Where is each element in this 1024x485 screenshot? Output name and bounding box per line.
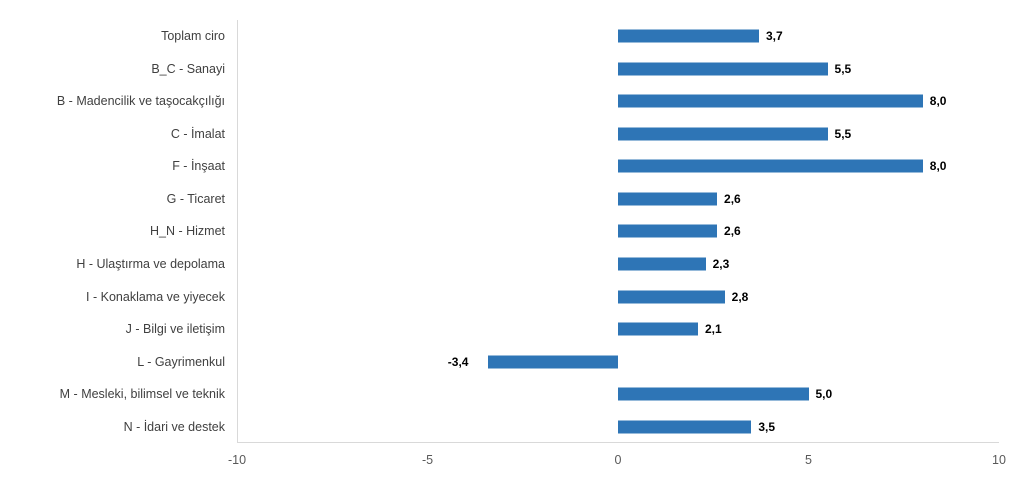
- value-label: 2,3: [712, 257, 730, 272]
- category-label: I - Konaklama ve yiyecek: [86, 289, 225, 304]
- x-tick-label: -10: [227, 453, 247, 467]
- chart-row: N - İdari ve destek 3,5: [0, 410, 1024, 443]
- bar: [618, 224, 718, 238]
- bar: [488, 355, 618, 369]
- category-label: F - İnşaat: [172, 159, 225, 174]
- bar: [618, 94, 923, 108]
- bar: [618, 290, 725, 304]
- value-label: 3,5: [758, 419, 776, 434]
- bar: [618, 29, 759, 43]
- value-label: 2,8: [731, 289, 749, 304]
- chart-row: M - Mesleki, bilimsel ve teknik 5,0: [0, 378, 1024, 411]
- chart-row: B - Madencilik ve taşocakçılığı 8,0: [0, 85, 1024, 118]
- value-label: 8,0: [929, 94, 947, 109]
- bar: [618, 257, 706, 271]
- category-label: Toplam ciro: [161, 29, 225, 44]
- bar: [618, 127, 828, 141]
- bar: [618, 159, 923, 173]
- value-label: 5,5: [834, 126, 852, 141]
- value-label: 5,5: [834, 61, 852, 76]
- x-tick-label: 10: [992, 453, 1006, 467]
- category-label: H - Ulaştırma ve depolama: [76, 256, 225, 271]
- category-label: J - Bilgi ve iletişim: [125, 321, 225, 336]
- value-label: 3,7: [765, 29, 783, 44]
- x-tick-label: 0: [614, 453, 622, 467]
- chart-row: G - Ticaret 2,6: [0, 183, 1024, 216]
- category-label: L - Gayrimenkul: [137, 354, 225, 369]
- value-label: 8,0: [929, 159, 947, 174]
- x-tick-label: -5: [421, 453, 434, 467]
- bar: [618, 387, 809, 401]
- category-label: B_C - Sanayi: [151, 61, 225, 76]
- value-label: -3,4: [447, 354, 469, 369]
- chart-row: F - İnşaat 8,0: [0, 150, 1024, 183]
- chart-row: B_C - Sanayi 5,5: [0, 53, 1024, 86]
- bar: [618, 62, 828, 76]
- category-label: C - İmalat: [170, 126, 225, 141]
- bar: [618, 420, 752, 434]
- chart-row: L - Gayrimenkul -3,4: [0, 345, 1024, 378]
- bar: [618, 322, 698, 336]
- chart-row: H - Ulaştırma ve depolama 2,3: [0, 248, 1024, 281]
- category-label: N - İdari ve destek: [123, 419, 225, 434]
- chart-row: Toplam ciro 3,7: [0, 20, 1024, 53]
- bar: [618, 192, 718, 206]
- value-label: 2,6: [724, 191, 741, 206]
- category-label: G - Ticaret: [166, 191, 225, 206]
- plot-area: [237, 20, 999, 443]
- chart-row: I - Konaklama ve yiyecek 2,8: [0, 280, 1024, 313]
- chart-row: H_N - Hizmet 2,6: [0, 215, 1024, 248]
- value-label: 5,0: [815, 387, 833, 402]
- category-label: B - Madencilik ve taşocakçılığı: [56, 94, 225, 109]
- x-tick-label: 5: [805, 453, 812, 467]
- chart-row: C - İmalat 5,5: [0, 118, 1024, 151]
- category-label: M - Mesleki, bilimsel ve teknik: [59, 386, 225, 401]
- chart-row: J - Bilgi ve iletişim 2,1: [0, 313, 1024, 346]
- value-label: 2,6: [724, 224, 741, 239]
- value-label: 2,1: [705, 322, 722, 337]
- category-label: H_N - Hizmet: [149, 224, 225, 239]
